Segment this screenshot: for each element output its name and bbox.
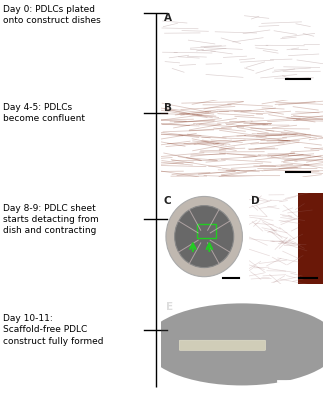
Text: B: B [164, 104, 172, 114]
Text: Day 0: PDLCs plated
onto construct dishes: Day 0: PDLCs plated onto construct dishe… [3, 5, 101, 25]
Text: Day 10-11:
Scaffold-free PDLC
construct fully formed: Day 10-11: Scaffold-free PDLC construct … [3, 314, 104, 346]
Circle shape [166, 196, 242, 277]
Text: A: A [164, 13, 172, 23]
Bar [298, 193, 323, 284]
Circle shape [174, 206, 234, 268]
Text: Day 4-5: PDLCs
become confluent: Day 4-5: PDLCs become confluent [3, 103, 85, 123]
FancyBboxPatch shape [179, 340, 265, 350]
Ellipse shape [144, 303, 328, 386]
Text: D: D [252, 196, 260, 206]
Bar [197, 224, 216, 238]
Text: E: E [166, 302, 173, 312]
Text: Day 8-9: PDLC sheet
starts detacting from
dish and contracting: Day 8-9: PDLC sheet starts detacting fro… [3, 204, 99, 235]
Text: C: C [163, 196, 171, 206]
